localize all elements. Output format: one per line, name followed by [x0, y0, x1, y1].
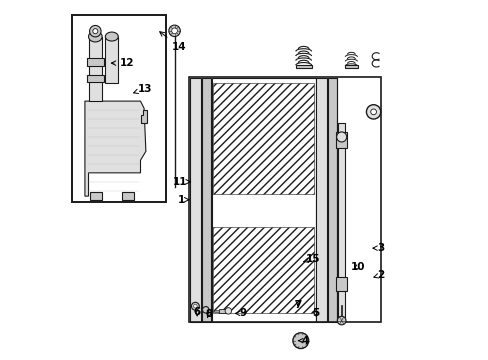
Bar [344, 65, 357, 68]
Circle shape [336, 132, 346, 142]
Bar [212, 226, 313, 313]
Bar [336, 132, 346, 148]
Text: 12: 12 [111, 58, 134, 68]
Polygon shape [214, 310, 218, 312]
Bar [72, 15, 165, 202]
Text: 13: 13 [133, 84, 152, 94]
Text: 3: 3 [372, 243, 384, 253]
Circle shape [168, 25, 180, 37]
Bar [212, 83, 313, 194]
Bar [87, 58, 103, 66]
Circle shape [337, 316, 346, 325]
Text: 15: 15 [303, 254, 320, 264]
Bar [87, 75, 103, 82]
Bar [316, 78, 326, 321]
Bar [105, 37, 118, 83]
Text: 4: 4 [298, 336, 308, 346]
Polygon shape [85, 101, 145, 196]
Circle shape [366, 105, 380, 119]
Text: 9: 9 [235, 309, 246, 318]
Text: 6: 6 [193, 307, 201, 317]
Bar [211, 78, 315, 321]
Bar [190, 78, 201, 321]
Circle shape [370, 109, 376, 115]
Text: 5: 5 [311, 308, 319, 318]
Polygon shape [218, 309, 225, 313]
Circle shape [193, 305, 197, 308]
Bar [88, 37, 102, 101]
Circle shape [292, 333, 308, 348]
Bar [89, 192, 102, 200]
Text: 11: 11 [172, 177, 190, 187]
Circle shape [202, 307, 208, 313]
Bar [327, 78, 336, 321]
Text: 2: 2 [373, 270, 384, 280]
Bar [336, 277, 346, 291]
Bar [202, 78, 211, 321]
Circle shape [89, 26, 101, 37]
Text: 8: 8 [204, 310, 212, 319]
Bar [295, 64, 311, 68]
Circle shape [171, 28, 177, 34]
Text: 10: 10 [350, 262, 365, 272]
Bar [338, 123, 344, 320]
Bar [189, 77, 380, 322]
Text: 14: 14 [160, 32, 186, 51]
Circle shape [93, 29, 98, 34]
Polygon shape [140, 110, 147, 123]
Text: 7: 7 [293, 300, 301, 310]
Circle shape [191, 302, 199, 310]
Circle shape [224, 308, 231, 314]
Text: 1: 1 [178, 195, 188, 205]
Bar [122, 192, 134, 200]
Ellipse shape [105, 32, 118, 41]
Ellipse shape [88, 31, 102, 42]
